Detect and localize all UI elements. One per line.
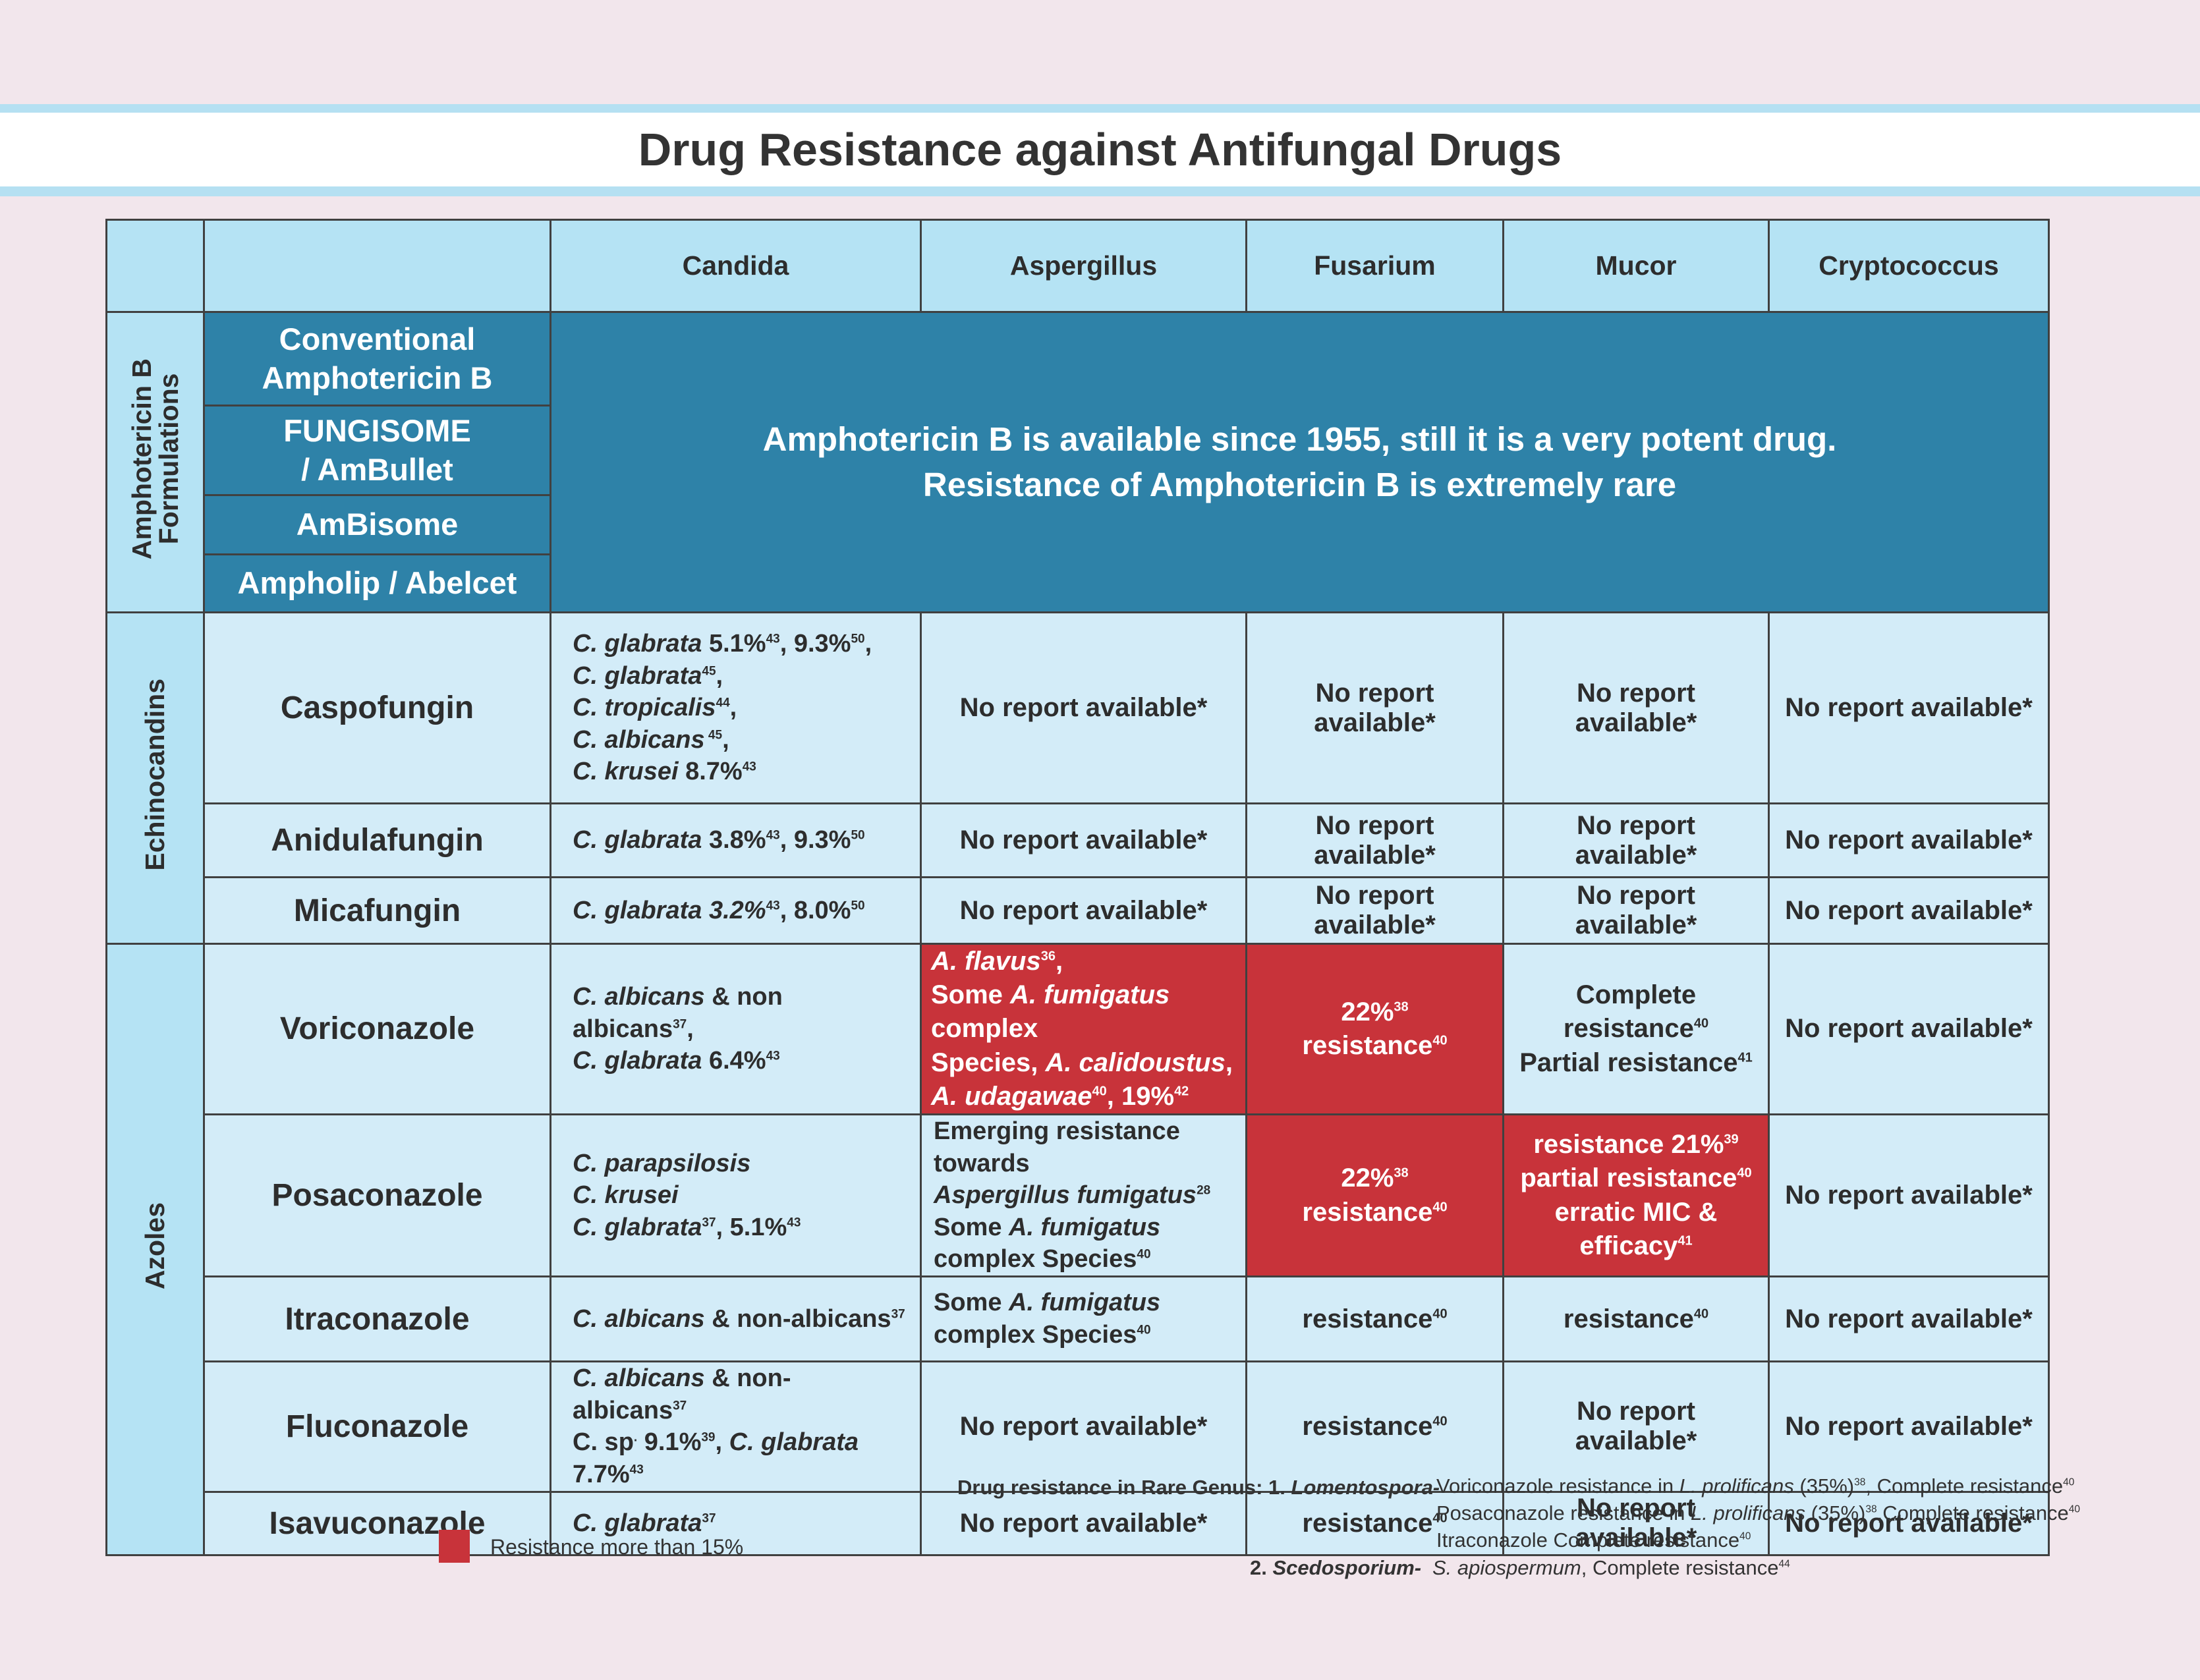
- table-row: FUNGISOME / AmBullet: [107, 405, 2049, 496]
- fluconazole-candida: C. albicans & non- albicans37 C. sp. 9.1…: [550, 1360, 922, 1493]
- drug-anidulafungin: Anidulafungin: [203, 802, 551, 878]
- caspofungin-mucor: No report available*: [1502, 611, 1770, 804]
- itraconazole-candida: C. albicans & non-albicans37: [550, 1275, 922, 1363]
- header-blank-drug: [203, 219, 551, 313]
- isavuconazole-cryptococcus: No report available*: [1768, 1490, 2050, 1556]
- group-amphotericin: Amphotericin B Formulations: [105, 311, 205, 613]
- anidulafungin-fusarium: No report available*: [1245, 802, 1504, 878]
- header-blank-group: [105, 219, 205, 313]
- header-fusarium: Fusarium: [1245, 219, 1504, 313]
- drug-posaconazole: Posaconazole: [203, 1113, 551, 1278]
- voriconazole-mucor: Complete resistance40 Partial resistance…: [1502, 943, 1770, 1115]
- itraconazole-cryptococcus: No report available*: [1768, 1275, 2050, 1363]
- table-row: Fluconazole C. albicans & non- albicans3…: [107, 1360, 2050, 1493]
- title-bar: Drug Resistance against Antifungal Drugs: [0, 113, 2200, 186]
- caspofungin-candida: C. glabrata 5.1%43, 9.3%50, C. glabrata4…: [550, 611, 922, 804]
- posaconazole-aspergillus: Emerging resistance towards Aspergillus …: [920, 1113, 1247, 1278]
- rare-genus-lomentospora-line1: Voriconazole resistance in L. prolifican…: [1436, 1474, 2075, 1498]
- table-row: Itraconazole C. albicans & non-albicans3…: [107, 1275, 2050, 1363]
- drug-ambisome: AmBisome: [203, 494, 551, 555]
- fluconazole-fusarium: resistance40: [1245, 1360, 1504, 1493]
- caspofungin-fusarium: No report available*: [1245, 611, 1504, 804]
- fluconazole-mucor: No report available*: [1502, 1360, 1770, 1493]
- header-row: Candida Aspergillus Fusarium Mucor Crypt…: [105, 219, 2050, 313]
- table-row: Echinocandins Caspofungin C. glabrata 5.…: [105, 611, 2050, 945]
- micafungin-cryptococcus: No report available*: [1768, 876, 2050, 945]
- caspofungin-cryptococcus: No report available*: [1768, 611, 2050, 804]
- group-echinocandins-label: Echinocandins: [140, 679, 170, 871]
- drug-isavuconazole: Isavuconazole: [203, 1490, 551, 1556]
- anidulafungin-mucor: No report available*: [1502, 802, 1770, 878]
- drug-ampholip: Ampholip / Abelcet: [203, 553, 551, 613]
- drug-fluconazole: Fluconazole: [203, 1360, 551, 1493]
- drug-itraconazole: Itraconazole: [203, 1275, 551, 1363]
- fluconazole-cryptococcus: No report available*: [1768, 1360, 2050, 1493]
- itraconazole-mucor: resistance40: [1502, 1275, 1770, 1363]
- anidulafungin-candida: C. glabrata 3.8%43, 9.3%50: [550, 802, 922, 878]
- micafungin-mucor: No report available*: [1502, 876, 1770, 945]
- header-candida: Candida: [550, 219, 922, 313]
- group-azoles-label: Azoles: [140, 1202, 170, 1290]
- header-aspergillus: Aspergillus: [920, 219, 1247, 313]
- drug-micafungin: Micafungin: [203, 876, 551, 945]
- rare-genus-scedosporium-line: S. apiospermum, Complete resistance44: [1432, 1556, 1790, 1579]
- group-amphotericin-label: Amphotericin B Formulations: [126, 358, 184, 560]
- micafungin-aspergillus: No report available*: [920, 876, 1247, 945]
- voriconazole-cryptococcus: No report available*: [1768, 943, 2050, 1115]
- legend-swatch: [439, 1530, 470, 1563]
- rare-genus-scedosporium-label: 2. Scedosporium-: [1250, 1556, 1422, 1579]
- table-row: Ampholip / Abelcet: [107, 553, 2049, 613]
- voriconazole-aspergillus: A. flavus36, Some A. fumigatus complex S…: [920, 943, 1247, 1115]
- isavuconazole-fusarium: resistance40: [1245, 1490, 1504, 1556]
- table-row: Amphotericin B Formulations Conventional A…: [105, 311, 2050, 613]
- table-row: Anidulafungin C. glabrata 3.8%43, 9.3%50…: [107, 802, 2050, 878]
- header-cryptococcus: Cryptococcus: [1768, 219, 2050, 313]
- drug-voriconazole: Voriconazole: [203, 943, 551, 1115]
- itraconazole-aspergillus: Some A. fumigatus complex Species40: [920, 1275, 1247, 1363]
- anidulafungin-aspergillus: No report available*: [920, 802, 1247, 878]
- isavuconazole-aspergillus: No report available*: [920, 1490, 1247, 1556]
- table-row: Posaconazole C. parapsilosis C. krusei C…: [107, 1113, 2050, 1278]
- table-row: AmBisome: [107, 494, 2049, 555]
- isavuconazole-mucor: No report available*: [1502, 1490, 1770, 1556]
- drug-caspofungin: Caspofungin: [203, 611, 551, 804]
- isavuconazole-candida: C. glabrata37: [550, 1490, 922, 1556]
- caspofungin-aspergillus: No report available*: [920, 611, 1247, 804]
- micafungin-fusarium: No report available*: [1245, 876, 1504, 945]
- voriconazole-candida: C. albicans & non albicans37, C. glabrat…: [550, 943, 922, 1115]
- fluconazole-aspergillus: No report available*: [920, 1360, 1247, 1493]
- page-title: Drug Resistance against Antifungal Drugs: [638, 124, 1562, 175]
- group-azoles: Azoles: [105, 943, 205, 1556]
- posaconazole-fusarium: 22%38 resistance40: [1245, 1113, 1504, 1278]
- anidulafungin-cryptococcus: No report available*: [1768, 802, 2050, 878]
- title-band: Drug Resistance against Antifungal Drugs: [0, 104, 2200, 196]
- header-mucor: Mucor: [1502, 219, 1770, 313]
- rare-genus-lomentospora-line2: Posaconazole resistance in L. prolifican…: [1436, 1501, 2081, 1525]
- posaconazole-mucor: resistance 21%39 partial resistance40 er…: [1502, 1113, 1770, 1278]
- legend-label: Resistance more than 15%: [490, 1535, 744, 1559]
- rare-genus-lomentospora-line3: Itraconazole Complete resistance40: [1436, 1528, 1751, 1552]
- table-row: Isavuconazole C. glabrata37 No report av…: [107, 1490, 2050, 1556]
- group-echinocandins: Echinocandins: [105, 611, 205, 945]
- posaconazole-cryptococcus: No report available*: [1768, 1113, 2050, 1278]
- posaconazole-candida: C. parapsilosis C. krusei C. glabrata37,…: [550, 1113, 922, 1278]
- rare-genus-heading: Drug resistance in Rare Genus: 1. Loment…: [957, 1476, 1440, 1499]
- drug-fungisome: FUNGISOME / AmBullet: [203, 405, 551, 496]
- voriconazole-fusarium: 22%38 resistance40: [1245, 943, 1504, 1115]
- table-row: Azoles Voriconazole C. albicans & non al…: [105, 943, 2050, 1556]
- itraconazole-fusarium: resistance40: [1245, 1275, 1504, 1363]
- drug-conventional-amphotericin: Conventional Amphotericin B: [203, 311, 551, 406]
- micafungin-candida: C. glabrata 3.2%43, 8.0%50: [550, 876, 922, 945]
- table-row: Micafungin C. glabrata 3.2%43, 8.0%50 No…: [107, 876, 2050, 945]
- amphotericin-message: Amphotericin B is available since 1955, …: [550, 311, 2050, 613]
- resistance-table: Candida Aspergillus Fusarium Mucor Crypt…: [105, 219, 2050, 1556]
